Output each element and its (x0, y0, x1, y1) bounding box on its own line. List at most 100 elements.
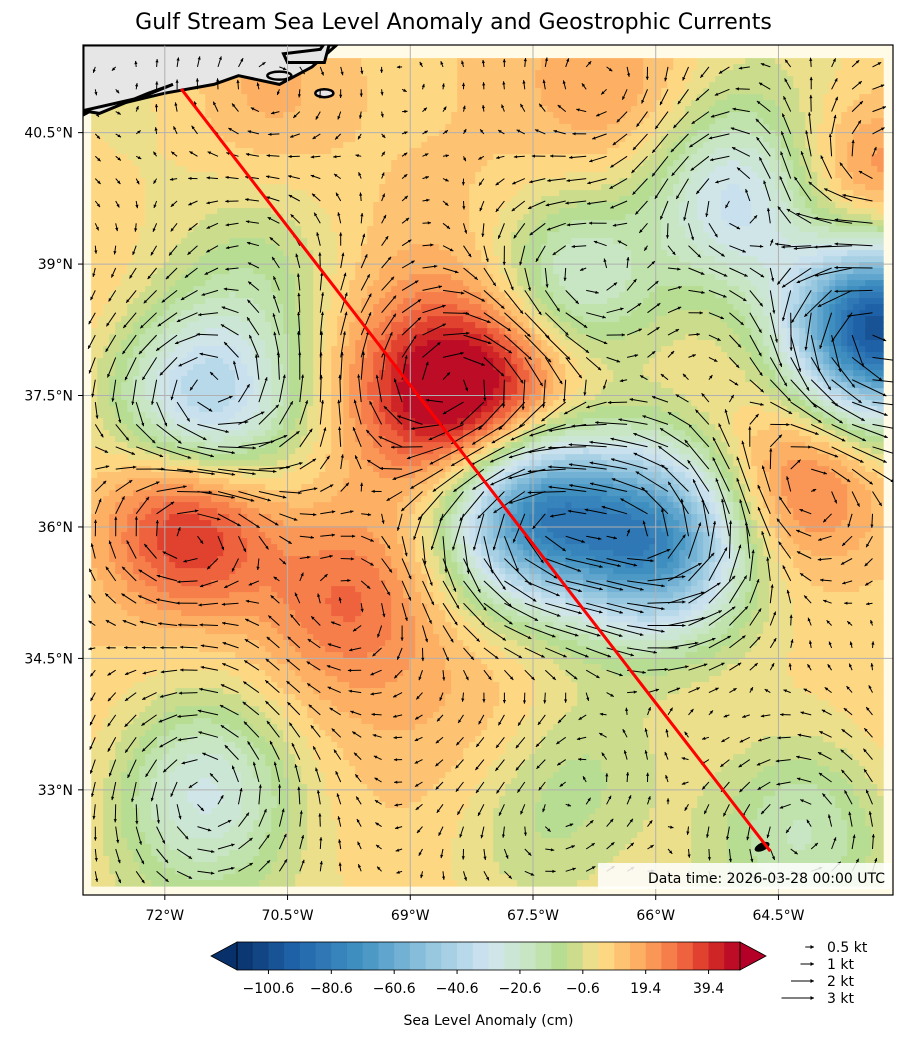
sla-cell (643, 172, 650, 179)
sla-cell (823, 112, 830, 119)
sla-cell (343, 196, 350, 203)
sla-cell (625, 262, 632, 269)
sla-cell (583, 58, 590, 65)
sla-cell (469, 184, 476, 191)
sla-cell (265, 238, 272, 245)
sla-cell (595, 280, 602, 287)
sla-cell (811, 70, 818, 77)
sla-cell (319, 106, 326, 113)
sla-cell (319, 238, 326, 245)
sla-cell (709, 64, 716, 71)
sla-cell (187, 136, 194, 143)
sla-cell (481, 118, 488, 125)
sla-cell (679, 154, 686, 161)
sla-cell (241, 274, 248, 281)
sla-cell (787, 250, 794, 257)
sla-cell (337, 160, 344, 167)
sla-cell (337, 100, 344, 107)
sla-cell (211, 226, 218, 233)
sla-cell (565, 160, 572, 167)
sla-cell (139, 124, 146, 131)
sla-cell (763, 64, 770, 71)
sla-cell (583, 214, 590, 221)
sla-cell (667, 100, 674, 107)
sla-cell (163, 256, 170, 263)
sla-cell (193, 232, 200, 239)
sla-cell (649, 124, 656, 131)
sla-cell (553, 214, 560, 221)
sla-cell (409, 118, 416, 125)
sla-cell (373, 118, 380, 125)
sla-cell (679, 82, 686, 89)
sla-cell (175, 166, 182, 173)
sla-cell (565, 88, 572, 95)
sla-cell (379, 64, 386, 71)
sla-cell (607, 118, 614, 125)
sla-cell (373, 58, 380, 65)
sla-cell (853, 184, 860, 191)
sla-cell (859, 154, 866, 161)
sla-cell (229, 88, 236, 95)
sla-cell (289, 190, 296, 197)
sla-cell (97, 136, 104, 143)
sla-cell (541, 184, 548, 191)
sla-cell (541, 208, 548, 215)
sla-cell (295, 154, 302, 161)
sla-cell (817, 262, 824, 269)
sla-cell (175, 190, 182, 197)
sla-cell (253, 178, 260, 185)
sla-cell (127, 268, 134, 275)
sla-cell (565, 250, 572, 257)
sla-cell (637, 94, 644, 101)
sla-cell (613, 274, 620, 281)
sla-cell (547, 100, 554, 107)
sla-cell (307, 220, 314, 227)
sla-cell (307, 154, 314, 161)
sla-cell (235, 226, 242, 233)
sla-cell (643, 136, 650, 143)
sla-cell (205, 118, 212, 125)
sla-cell (691, 196, 698, 203)
sla-cell (355, 256, 362, 263)
sla-cell (673, 250, 680, 257)
sla-cell (727, 208, 734, 215)
sla-cell (463, 94, 470, 101)
sla-cell (337, 178, 344, 185)
sla-cell (781, 64, 788, 71)
sla-cell (397, 178, 404, 185)
sla-cell (691, 148, 698, 155)
sla-cell (715, 190, 722, 197)
sla-cell (703, 244, 710, 251)
sla-cell (223, 88, 230, 95)
sla-cell (277, 112, 284, 119)
sla-cell (421, 268, 428, 275)
sla-cell (739, 130, 746, 137)
sla-cell (583, 280, 590, 287)
sla-cell (211, 208, 218, 215)
sla-cell (787, 160, 794, 167)
sla-cell (97, 280, 104, 287)
sla-cell (655, 124, 662, 131)
sla-cell (613, 58, 620, 65)
sla-cell (295, 208, 302, 215)
sla-cell (385, 64, 392, 71)
sla-cell (265, 166, 272, 173)
sla-cell (409, 94, 416, 101)
sla-cell (565, 268, 572, 275)
sla-cell (97, 142, 104, 149)
sla-cell (583, 160, 590, 167)
sla-cell (157, 238, 164, 245)
sla-cell (451, 280, 458, 287)
sla-cell (571, 106, 578, 113)
sla-cell (331, 202, 338, 209)
sla-cell (163, 250, 170, 257)
sla-cell (145, 214, 152, 221)
sla-cell (769, 184, 776, 191)
sla-cell (355, 262, 362, 269)
sla-cell (265, 172, 272, 179)
sla-cell (715, 250, 722, 257)
sla-cell (649, 280, 656, 287)
sla-cell (499, 244, 506, 251)
sla-cell (103, 256, 110, 263)
sla-cell (685, 70, 692, 77)
